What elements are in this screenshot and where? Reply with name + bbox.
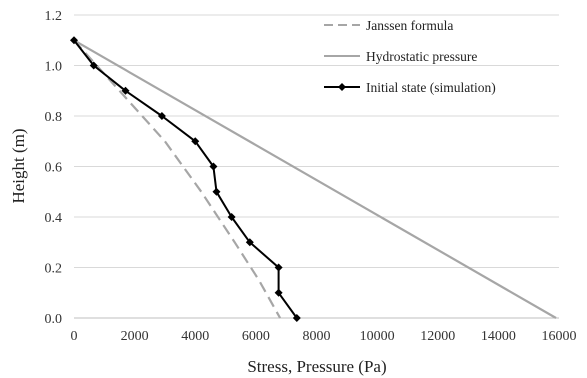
legend-label: Hydrostatic pressure	[366, 49, 477, 64]
y-tick-label: 0.0	[45, 312, 63, 327]
x-tick-label: 14000	[481, 329, 516, 344]
x-axis-title: Stress, Pressure (Pa)	[247, 357, 386, 376]
x-tick-label: 0	[71, 329, 78, 344]
data-point	[157, 112, 166, 120]
x-tick-label: 8000	[303, 329, 331, 344]
data-point	[121, 86, 130, 95]
series-line	[73, 39, 298, 319]
x-tick-label: 10000	[360, 329, 395, 344]
x-tick-label: 16000	[542, 329, 577, 344]
x-tick-label: 6000	[242, 329, 270, 344]
data-point	[227, 213, 236, 221]
gridlines	[74, 14, 559, 268]
y-tick-label: 0.8	[45, 110, 63, 125]
y-tick-label: 0.2	[45, 262, 63, 277]
legend-label: Initial state (simulation)	[366, 80, 496, 95]
x-tick-label: 2000	[121, 329, 149, 344]
data-point	[209, 162, 218, 171]
y-tick-label: 1.0	[45, 60, 63, 75]
y-tick-label: 1.2	[45, 9, 63, 24]
y-tick-label: 0.4	[45, 211, 63, 226]
legend-marker	[338, 83, 346, 91]
data-point	[191, 137, 200, 146]
series-layer	[70, 36, 557, 322]
x-tick-label: 12000	[420, 329, 455, 344]
data-point	[274, 263, 283, 272]
tick-labels: 0.0 0.2 0.4 0.6 0.8 1.0 1.2 0 2000 4000 6000 8000 10…	[45, 9, 577, 344]
data-point	[89, 61, 98, 70]
data-point	[274, 288, 283, 297]
y-axis-title: Height (m)	[9, 128, 28, 203]
data-point	[292, 314, 301, 322]
data-point	[245, 238, 254, 247]
y-tick-label: 0.6	[45, 161, 63, 176]
x-tick-label: 4000	[181, 329, 209, 344]
legend: Janssen formula Hydrostatic pressure Initi…	[324, 18, 496, 95]
data-point	[212, 187, 221, 196]
legend-label: Janssen formula	[366, 18, 453, 33]
series-line	[73, 39, 557, 319]
series-line	[73, 39, 282, 319]
data-point	[70, 36, 78, 45]
